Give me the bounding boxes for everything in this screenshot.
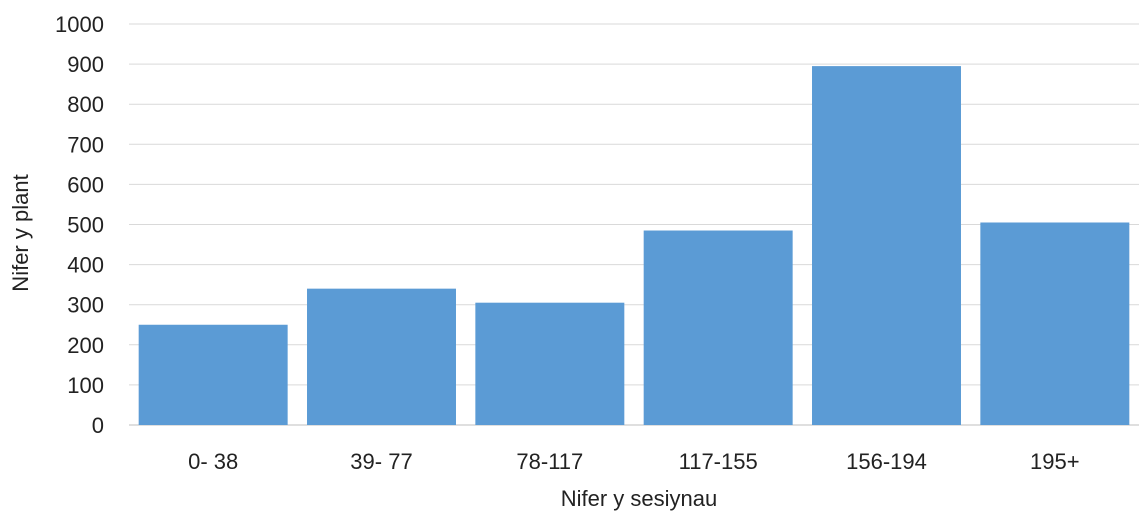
y-tick-label: 500 <box>67 213 104 238</box>
bar <box>475 302 625 425</box>
gridlines <box>129 23 1139 426</box>
bar <box>980 222 1130 425</box>
x-tick-label: 117-155 <box>679 449 758 474</box>
bars <box>138 66 1130 425</box>
y-tick-label: 800 <box>67 92 104 117</box>
bar <box>643 230 793 425</box>
y-tick-label: 700 <box>67 132 104 157</box>
bar <box>138 324 288 425</box>
y-tick-label: 100 <box>67 373 104 398</box>
y-axis-ticks: 0 100 200 300 400 500 600 700 800 900 1000 <box>55 12 104 438</box>
y-tick-label: 200 <box>67 333 104 358</box>
x-tick-label: 0- 38 <box>188 449 238 474</box>
y-tick-label: 600 <box>67 172 104 197</box>
x-axis-ticks: 0- 38 39- 77 78-117 117-155 156-194 195+ <box>188 449 1080 474</box>
x-tick-label: 195+ <box>1030 449 1080 474</box>
x-axis-title: Nifer y sesiynau <box>561 486 718 511</box>
bar <box>812 66 961 425</box>
bar <box>307 288 456 425</box>
x-tick-label: 156-194 <box>846 449 927 474</box>
x-tick-label: 78-117 <box>516 449 583 474</box>
y-axis-title: Nifer y plant <box>8 174 33 291</box>
y-tick-label: 900 <box>67 52 104 77</box>
y-tick-label: 400 <box>67 253 104 278</box>
y-tick-label: 0 <box>92 413 104 438</box>
y-tick-label: 300 <box>67 293 104 318</box>
x-tick-label: 39- 77 <box>350 449 412 474</box>
y-tick-label: 1000 <box>55 12 104 37</box>
